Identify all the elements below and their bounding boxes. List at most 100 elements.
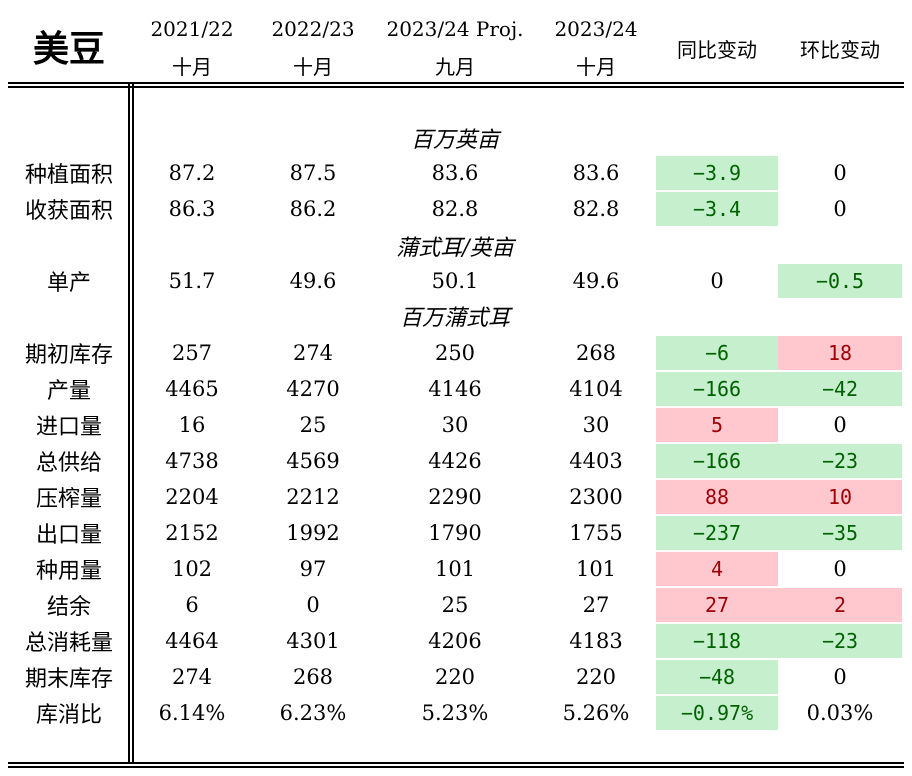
- value-cell-col-4: 220: [575, 665, 617, 689]
- value-cell-col-2: 4301: [286, 629, 340, 653]
- value-cell-col-4: 4183: [569, 629, 623, 653]
- value-cell-col-3: 50.1: [431, 269, 479, 293]
- header-col-2-line-2: 十月: [293, 54, 333, 79]
- yoy-change-cell: −118: [656, 624, 778, 658]
- value-cell-col-2: 4569: [286, 449, 340, 473]
- value-cell-col-1: 87.2: [168, 161, 216, 185]
- value-cell-col-4: 268: [575, 341, 617, 365]
- mom-change-cell: 0: [833, 665, 847, 689]
- value-cell-col-2: 0: [306, 593, 320, 617]
- row-label: 出口量: [35, 523, 102, 548]
- value-cell-col-3: 82.8: [431, 197, 479, 221]
- yoy-change-cell: −3.9: [656, 156, 778, 190]
- unit-heading-million-bushels: 百万蒲式耳: [399, 306, 510, 331]
- yoy-change-cell: 0: [710, 269, 724, 293]
- value-cell-col-2: 97: [299, 557, 327, 581]
- mom-change-cell: 0: [833, 197, 847, 221]
- row-label: 压榨量: [35, 487, 102, 512]
- value-cell-col-2: 268: [292, 665, 334, 689]
- value-cell-col-2: 1992: [286, 521, 340, 545]
- value-cell-col-3: 25: [441, 593, 469, 617]
- yoy-change-cell: −0.97%: [656, 696, 778, 730]
- value-cell-col-2: 4270: [286, 377, 340, 401]
- table-title: 美豆: [32, 28, 105, 70]
- value-cell-col-1: 2152: [165, 521, 219, 545]
- value-cell-col-1: 51.7: [168, 269, 216, 293]
- yoy-change-cell: −237: [656, 516, 778, 550]
- row-label: 期初库存: [24, 343, 113, 368]
- value-cell-col-3: 4146: [428, 377, 482, 401]
- yoy-change-cell: 27: [656, 588, 778, 622]
- label-column-rule-left: [128, 84, 130, 764]
- mom-change-cell: −35: [778, 516, 902, 550]
- value-cell-col-1: 4738: [165, 449, 219, 473]
- header-rule-top: [8, 82, 904, 84]
- yoy-change-cell: 5: [656, 408, 778, 442]
- value-cell-col-1: 4465: [165, 377, 219, 401]
- value-cell-col-3: 1790: [428, 521, 482, 545]
- value-cell-col-2: 274: [292, 341, 334, 365]
- value-cell-col-3: 250: [434, 341, 476, 365]
- value-cell-col-3: 220: [434, 665, 476, 689]
- value-cell-col-1: 86.3: [168, 197, 216, 221]
- value-cell-col-2: 2212: [286, 485, 340, 509]
- value-cell-col-3: 2290: [428, 485, 482, 509]
- value-cell-col-1: 6.14%: [158, 701, 226, 725]
- header-col-1-line-1: 2021/22: [150, 17, 234, 41]
- header-col-4-line-2: 十月: [576, 54, 616, 79]
- yoy-change-cell: −166: [656, 444, 778, 478]
- footer-rule-top: [8, 762, 904, 764]
- value-cell-col-4: 30: [582, 413, 610, 437]
- value-cell-col-4: 27: [582, 593, 610, 617]
- value-cell-col-2: 86.2: [289, 197, 337, 221]
- row-label: 期末库存: [24, 667, 113, 692]
- row-label: 种植面积: [24, 163, 113, 188]
- header-yoy-change: 同比变动: [677, 37, 757, 62]
- header-col-1-line-2: 十月: [172, 54, 212, 79]
- mom-change-cell: −23: [778, 444, 902, 478]
- mom-change-cell: 2: [778, 588, 902, 622]
- value-cell-col-1: 274: [171, 665, 213, 689]
- value-cell-col-2: 49.6: [289, 269, 337, 293]
- value-cell-col-2: 6.23%: [279, 701, 347, 725]
- value-cell-col-3: 4426: [428, 449, 482, 473]
- value-cell-col-4: 5.26%: [562, 701, 630, 725]
- mom-change-cell: −42: [778, 372, 902, 406]
- value-cell-col-4: 1755: [569, 521, 623, 545]
- row-label: 产量: [46, 379, 91, 404]
- mom-change-cell: 10: [778, 480, 902, 514]
- mom-change-cell: 0: [833, 557, 847, 581]
- mom-change-cell: −0.5: [778, 264, 902, 298]
- header-col-2-line-1: 2022/23: [271, 17, 355, 41]
- unit-heading-million-acres: 百万英亩: [410, 128, 499, 153]
- value-cell-col-4: 82.8: [572, 197, 620, 221]
- value-cell-col-1: 4464: [165, 629, 219, 653]
- yoy-change-cell: −166: [656, 372, 778, 406]
- header-mom-change: 环比变动: [800, 37, 880, 62]
- mom-change-cell: −23: [778, 624, 902, 658]
- value-cell-col-1: 257: [171, 341, 213, 365]
- row-label: 库消比: [35, 703, 102, 728]
- label-column-rule-right: [132, 84, 134, 764]
- header-col-3-line-2: 九月: [435, 54, 475, 79]
- header-col-4-line-1: 2023/24: [554, 17, 638, 41]
- value-cell-col-1: 6: [185, 593, 199, 617]
- value-cell-col-3: 30: [441, 413, 469, 437]
- value-cell-col-2: 25: [299, 413, 327, 437]
- mom-change-cell: 0.03%: [806, 701, 874, 725]
- value-cell-col-1: 16: [178, 413, 206, 437]
- value-cell-col-1: 102: [171, 557, 213, 581]
- value-cell-col-4: 49.6: [572, 269, 620, 293]
- header-col-3-line-1: 2023/24 Proj.: [386, 17, 524, 41]
- row-label: 收获面积: [24, 199, 113, 224]
- footer-rule-bottom: [8, 766, 904, 768]
- header-rule-bottom: [8, 86, 904, 88]
- yoy-change-cell: −48: [656, 660, 778, 694]
- row-label: 总消耗量: [24, 631, 113, 656]
- value-cell-col-4: 83.6: [572, 161, 620, 185]
- value-cell-col-3: 5.23%: [421, 701, 489, 725]
- yoy-change-cell: −6: [656, 336, 778, 370]
- yoy-change-cell: −3.4: [656, 192, 778, 226]
- yoy-change-cell: 4: [656, 552, 778, 586]
